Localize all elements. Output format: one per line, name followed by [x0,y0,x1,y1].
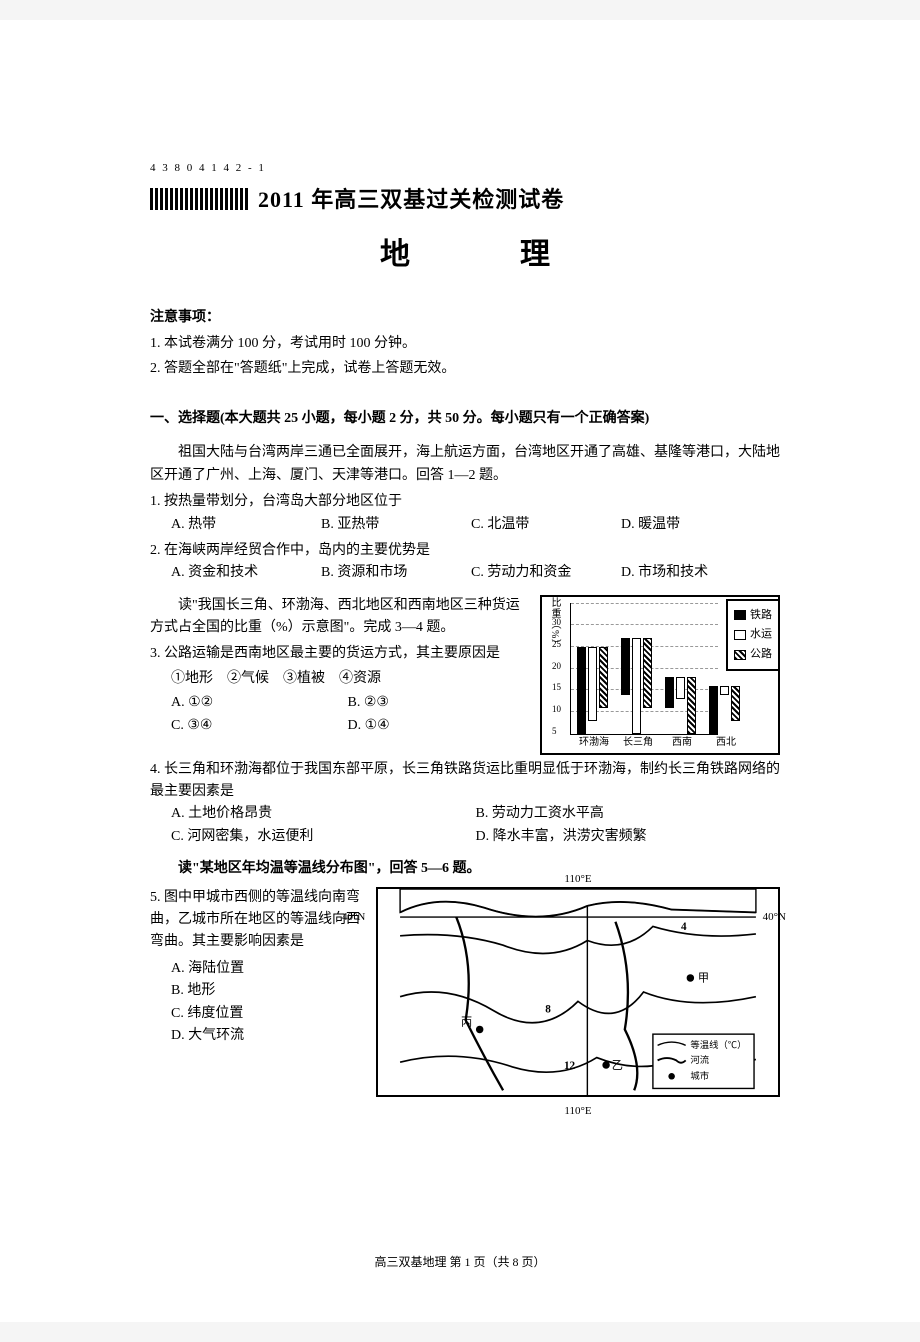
option: D. 降水丰富，洪涝灾害频繁 [476,826,781,848]
chart-ytick: 15 [552,680,561,694]
section-heading: 一、选择题(本大题共 25 小题，每小题 2 分，共 50 分。每小题只有一个正… [150,408,780,430]
chart-bar [577,647,586,734]
paper-code: 4 3 8 0 4 1 4 2 - 1 [150,160,780,178]
question-items: ①地形 ②气候 ③植被 ④资源 [150,668,524,690]
option: B. 劳动力工资水平高 [476,803,781,825]
chart-ytick: 5 [552,724,557,738]
city-label: 甲 [698,972,709,984]
title-row: 2011 年高三双基过关检测试卷 [150,182,780,217]
map-legend-iso: 等温线（℃） [690,1039,746,1051]
chart-bar [720,686,729,695]
option: A. ①② [171,692,348,714]
map-legend-city: 城市 [690,1070,709,1082]
question-stem: 4. 长三角和环渤海都位于我国东部平原，长三角铁路货运比重明显低于环渤海，制约长… [150,759,780,804]
map-legend-river: 河流 [690,1054,709,1066]
question-stem: 5. 图中甲城市西侧的等温线向南弯曲，乙城市所在地区的等温线向西弯曲。其主要影响… [150,887,360,954]
chart-bar [687,677,696,733]
question-stem: 3. 公路运输是西南地区最主要的货运方式，其主要原因是 [150,643,524,665]
map-lon-label: 110°E [564,871,591,889]
option: B. ②③ [348,692,525,714]
chart-xtick: 长三角 [623,735,653,751]
notice-heading: 注意事项： [150,307,780,329]
option: B. 地形 [171,980,360,1002]
chart-bar [621,638,630,694]
chart-bar [632,638,641,733]
chart-ytick: 25 [552,637,561,651]
chart-xtick: 环渤海 [579,735,609,751]
option: A. 土地价格昂贵 [171,803,476,825]
legend-label: 公路 [750,646,772,664]
option: A. 热带 [171,514,321,536]
option: C. 北温带 [471,514,621,536]
chart-bar [665,677,674,707]
legend-swatch-icon [734,650,746,660]
option: B. 资源和市场 [321,562,471,584]
question-5: 5. 图中甲城市西侧的等温线向南弯曲，乙城市所在地区的等温线向西弯曲。其主要影响… [150,887,360,1048]
chart-bar [588,647,597,721]
chart-ytick: 10 [552,702,561,716]
map-lat-label: 40°N [763,909,786,927]
notice-item: 2. 答题全部在"答题纸"上完成，试卷上答题无效。 [150,358,780,380]
legend-swatch-icon [734,610,746,620]
city-marker-icon [602,1061,609,1068]
option: D. 市场和技术 [621,562,771,584]
legend-label: 水运 [750,626,772,644]
subject-heading: 地 理 [150,231,780,279]
chart-bar [709,686,718,734]
chart-ytick: 30 [552,615,561,629]
barcode-icon [150,188,250,210]
option: D. 暖温带 [621,514,771,536]
intro-paragraph: 读"我国长三角、环渤海、西北地区和西南地区三种货运方式占全国的比重（%）示意图"… [150,595,524,640]
option: C. ③④ [171,715,348,737]
option: D. 大气环流 [171,1025,360,1047]
page-footer: 高三双基地理 第 1 页（共 8 页） [0,1253,920,1272]
chart-xtick: 西北 [716,735,736,751]
option: A. 资金和技术 [171,562,321,584]
option: A. 海陆位置 [171,958,360,980]
intro-paragraph: 读"某地区年均温等温线分布图"，回答 5—6 题。 [150,858,780,880]
isotherm-label: 8 [545,1003,551,1015]
option: D. ①④ [348,715,525,737]
option: C. 劳动力和资金 [471,562,621,584]
chart-legend: 铁路 水运 公路 [726,599,780,672]
city-label: 丙 [461,1016,472,1028]
chart-bar [599,647,608,708]
q3-4-block: 读"我国长三角、环渤海、西北地区和西南地区三种货运方式占全国的比重（%）示意图"… [150,595,780,755]
isotherm-label: 4 [681,921,687,933]
city-label: 乙 [612,1058,623,1071]
chart-bar [676,677,685,699]
question-stem: 2. 在海峡两岸经贸合作中，岛内的主要优势是 [150,540,780,562]
chart-bar [643,638,652,707]
isotherm-label: 12 [564,1059,576,1071]
option: C. 纬度位置 [171,1003,360,1025]
q5-block: 5. 图中甲城市西侧的等温线向南弯曲，乙城市所在地区的等温线向西弯曲。其主要影响… [150,887,780,1105]
chart-plot-area [570,603,718,735]
city-marker-icon [476,1025,483,1032]
option: C. 河网密集，水运便利 [171,826,476,848]
chart-bar [731,686,740,721]
chart-xtick: 西南 [672,735,692,751]
question-3: 3. 公路运输是西南地区最主要的货运方式，其主要原因是 ①地形 ②气候 ③植被 … [150,643,524,737]
legend-label: 铁路 [750,607,772,625]
isotherm-map: 4 8 12 甲 丙 乙 等温线（℃） [376,887,780,1105]
map-lat-label: 40°N [342,909,365,927]
question-stem: 1. 按热量带划分，台湾岛大部分地区位于 [150,491,780,513]
paper-title: 2011 年高三双基过关检测试卷 [258,182,564,217]
exam-page: 4 3 8 0 4 1 4 2 - 1 2011 年高三双基过关检测试卷 地 理… [0,20,920,1322]
city-marker-icon [687,974,694,981]
question-2: 2. 在海峡两岸经贸合作中，岛内的主要优势是 A. 资金和技术 B. 资源和市场… [150,540,780,585]
notice-item: 1. 本试卷满分 100 分，考试用时 100 分钟。 [150,333,780,355]
notice-block: 注意事项： 1. 本试卷满分 100 分，考试用时 100 分钟。 2. 答题全… [150,307,780,380]
question-1: 1. 按热量带划分，台湾岛大部分地区位于 A. 热带 B. 亚热带 C. 北温带… [150,491,780,536]
bar-chart: 比重（%） 铁路 水运 公路 51015202530环渤海长三角西南西北 [540,595,780,755]
chart-ytick: 20 [552,659,561,673]
legend-swatch-icon [734,630,746,640]
option: B. 亚热带 [321,514,471,536]
question-4: 4. 长三角和环渤海都位于我国东部平原，长三角铁路货运比重明显低于环渤海，制约长… [150,759,780,849]
map-lon-label: 110°E [564,1103,591,1121]
intro-paragraph: 祖国大陆与台湾两岸三通已全面展开，海上航运方面，台湾地区开通了高雄、基隆等港口，… [150,442,780,487]
